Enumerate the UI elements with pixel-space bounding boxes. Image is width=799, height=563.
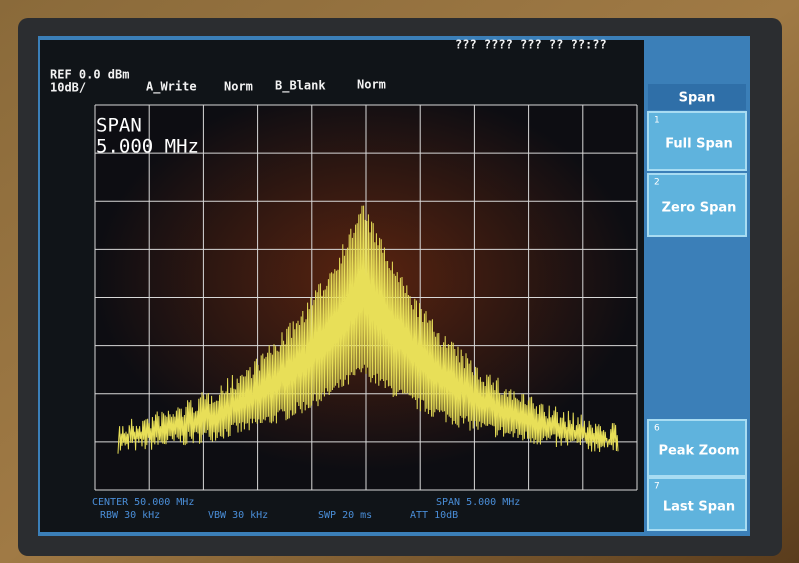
- page: ??? ???? ??? ?? ??:?? REF 0.0 dBm 10dB/ …: [0, 0, 799, 563]
- softkey-number: 2: [654, 178, 660, 188]
- rbw: RBW 30 kHz: [100, 510, 160, 521]
- attenuation: ATT 10dB: [410, 510, 458, 521]
- span-label: SPAN: [96, 115, 142, 137]
- span-readout: SPAN 5.000 MHz: [436, 497, 520, 508]
- trace-b: B_Blank: [275, 79, 326, 94]
- softkey-label: Zero Span: [662, 201, 737, 216]
- softkey-label: Last Span: [663, 500, 735, 515]
- trace-b-mode: Norm: [357, 78, 386, 92]
- span-value: 5.000 MHz: [96, 136, 199, 158]
- softkey-title: Span: [679, 91, 716, 106]
- softkey-number: 6: [654, 424, 660, 434]
- analyzer-photo: ??? ???? ??? ?? ??:?? REF 0.0 dBm 10dB/ …: [0, 0, 799, 563]
- sweep-time: SWP 20 ms: [318, 510, 372, 521]
- clock: ??? ???? ??? ?? ??:??: [455, 38, 607, 52]
- ref-level: REF 0.0 dBm: [50, 68, 129, 82]
- center-freq: CENTER 50.000 MHz: [92, 497, 194, 508]
- softkey-number: 1: [654, 116, 660, 126]
- softkey-number: 7: [654, 482, 660, 492]
- softkey-label: Peak Zoom: [658, 444, 739, 459]
- trace-a-mode: Norm: [224, 80, 253, 94]
- trace-a: A_Write: [146, 80, 197, 95]
- softkey-label: Full Span: [665, 137, 733, 152]
- scale: 10dB/: [50, 81, 86, 95]
- vbw: VBW 30 kHz: [208, 510, 268, 521]
